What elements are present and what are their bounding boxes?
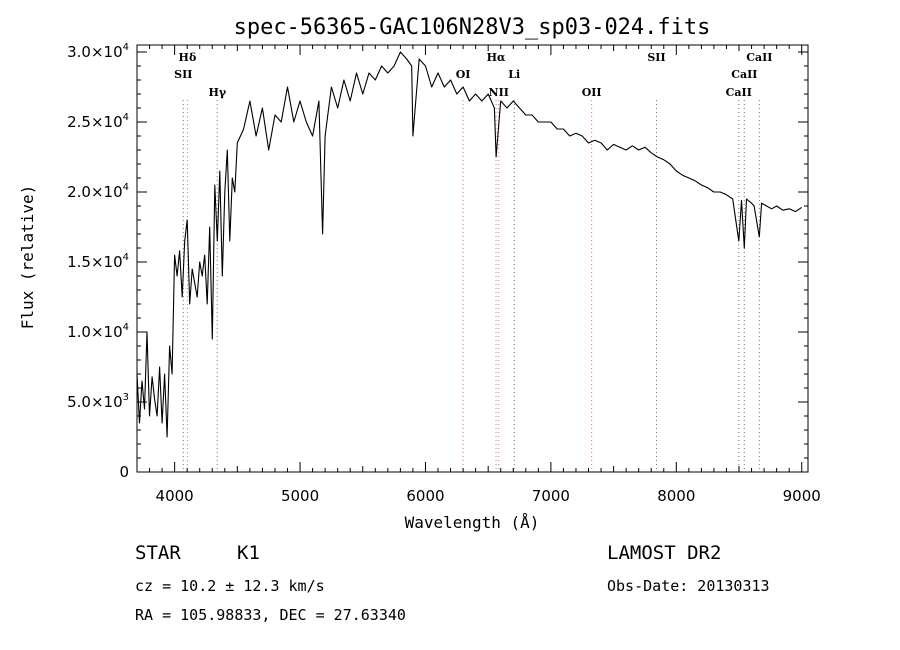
survey-name: LAMOST DR2 (607, 542, 722, 564)
x-tick-label-2: 6000 (406, 487, 444, 505)
observation-date: Obs-Date: 20130313 (607, 577, 770, 595)
line-label-2: Hγ (208, 86, 226, 99)
y-tick-label-1: 5.0×103 (67, 392, 129, 411)
y-axis-label: Flux (relative) (18, 185, 37, 330)
line-label-4: Hα (487, 51, 506, 64)
y-tick-label-2: 1.0×104 (67, 322, 129, 341)
y-tick-label-3: 1.5×104 (67, 252, 129, 271)
line-label-3: OI (456, 68, 471, 81)
spectral-line-markers: Hδ SII Hγ OI Hα NII Li OII SII CaII CaII CaII (174, 51, 772, 472)
line-label-7: OII (582, 86, 602, 99)
x-axis: 4000 5000 6000 7000 8000 9000 (136, 45, 821, 505)
x-axis-label: Wavelength (Å) (405, 513, 540, 532)
plot-area (136, 44, 809, 473)
line-label-1: SII (174, 68, 192, 81)
line-label-11: CaII (726, 86, 752, 99)
redshift-info: cz = 10.2 ± 12.3 km/s (135, 577, 325, 595)
y-tick-label-0: 0 (119, 463, 129, 481)
line-label-9: CaII (746, 51, 772, 64)
x-tick-label-1: 5000 (281, 487, 319, 505)
object-subclass: K1 (237, 542, 260, 564)
line-label-5: NII (489, 86, 509, 99)
line-label-10: CaII (731, 68, 757, 81)
x-tick-label-5: 9000 (783, 487, 821, 505)
spectrum-series (136, 51, 803, 438)
x-tick-label-0: 4000 (156, 487, 194, 505)
y-tick-label-4: 2.0×104 (67, 182, 129, 201)
coordinates-info: RA = 105.98833, DEC = 27.63340 (135, 606, 406, 624)
line-label-0: Hδ (179, 51, 197, 64)
y-axis: 0 5.0×103 1.0×104 1.5×104 2.0×104 2.5×104 3.0×… (67, 42, 808, 481)
line-label-8: SII (647, 51, 665, 64)
y-tick-label-6: 3.0×104 (67, 42, 129, 61)
object-class: STAR (135, 542, 181, 564)
x-tick-label-3: 7000 (532, 487, 570, 505)
chart-title: spec-56365-GAC106N28V3_sp03-024.fits (234, 15, 711, 40)
x-tick-label-4: 8000 (657, 487, 695, 505)
y-tick-label-5: 2.5×104 (67, 112, 129, 131)
line-label-6: Li (508, 68, 520, 81)
plot-frame (136, 44, 809, 473)
